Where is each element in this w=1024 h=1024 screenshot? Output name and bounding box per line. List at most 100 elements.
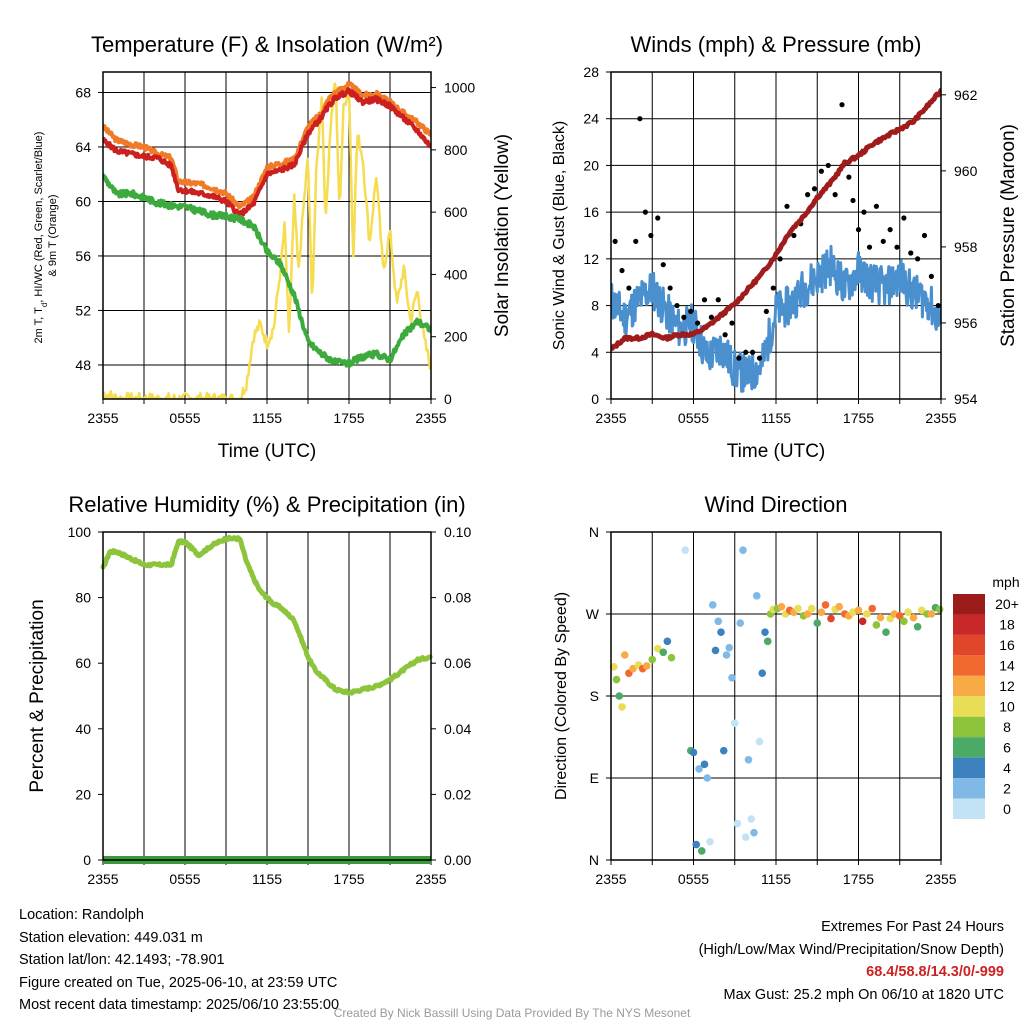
direction-point <box>835 602 844 611</box>
y-tick-label-right: 960 <box>954 163 978 179</box>
y-tick-label-right: 1000 <box>444 80 475 96</box>
colorbar-swatch <box>953 594 985 615</box>
direction-point <box>913 622 922 631</box>
gust-point <box>612 238 618 244</box>
x-tick-label: 1155 <box>252 871 282 887</box>
gust-point <box>695 320 701 326</box>
x-tick-label: 2355 <box>925 410 956 426</box>
plot-border <box>102 71 432 400</box>
chart-title: Wind Direction <box>704 492 847 517</box>
gust-point <box>633 238 639 244</box>
direction-point <box>807 604 816 613</box>
panel-wind-direction: 2355 0555 1155 1755 2355 Wind Direction N E S W N D… <box>553 492 1020 887</box>
colorbar-swatch <box>953 614 985 635</box>
colorbar-swatch <box>953 675 985 697</box>
series-line-relative-humidity <box>100 534 433 696</box>
colorbar-label: 4 <box>1003 760 1011 776</box>
gust-point <box>637 116 643 122</box>
x-tick-label: 2355 <box>415 871 446 887</box>
direction-point <box>909 613 918 622</box>
gust-point <box>784 203 790 209</box>
created-text: Figure created on Tue, 2025-06-10, at 23… <box>19 974 338 991</box>
x-tick-label: 2355 <box>415 410 446 426</box>
gust-point <box>777 256 783 262</box>
direction-point <box>882 628 890 637</box>
x-tick-label: 2355 <box>87 871 118 887</box>
y-tick-label: 40 <box>75 721 91 737</box>
series-line-sonic-wind <box>611 244 941 393</box>
y-axis-label: 2m T, Td, HI/WC (Red, Green, Scarlet/Blu… <box>33 132 49 344</box>
y-tick-label: 80 <box>75 590 91 606</box>
y-axis-label-line2: & 9m T (Orange) <box>47 194 59 276</box>
chart-title: Winds (mph) & Pressure (mb) <box>631 32 922 57</box>
plot-border <box>102 531 432 861</box>
direction-point <box>692 840 701 849</box>
colorbar-swatch <box>953 798 985 819</box>
elevation-text: Station elevation: 449.031 m <box>19 929 203 946</box>
y-axis-label: Direction (Colored By Speed) <box>553 592 570 800</box>
x-tick-label: 0555 <box>678 410 709 426</box>
direction-point <box>904 608 912 616</box>
extremes-subtitle: (High/Low/Max Wind/Precipitation/Snow De… <box>698 941 1004 958</box>
direction-point <box>653 644 662 653</box>
y-tick-label: 0 <box>591 391 599 407</box>
y-tick-label: 12 <box>583 251 599 267</box>
gust-point <box>729 320 735 326</box>
gust-point <box>642 209 648 215</box>
direction-point <box>777 602 786 611</box>
y-axis-label: Percent & Precipitation <box>27 599 48 792</box>
series-group <box>611 87 941 393</box>
station-info: Location: Randolph Station elevation: 44… <box>19 904 339 1017</box>
direction-point <box>862 610 871 618</box>
direction-point <box>817 608 826 616</box>
y-tick-label-right: 954 <box>954 391 978 407</box>
gust-point <box>894 244 900 250</box>
gust-point <box>688 308 694 315</box>
direction-point <box>667 653 676 662</box>
y-tick-label-right: 0.08 <box>444 590 471 606</box>
colorbar-swatch <box>953 696 985 717</box>
direction-point <box>703 774 712 782</box>
y-tick-label: W <box>586 606 600 622</box>
recent-text: Most recent data timestamp: 2025/06/10 2… <box>19 997 340 1013</box>
gust-point <box>750 349 756 355</box>
gust-point <box>791 232 797 239</box>
gust-point <box>674 302 680 309</box>
y-tick-label: N <box>589 524 599 540</box>
direction-point <box>708 601 717 609</box>
y-tick-label: 0 <box>83 852 91 868</box>
direction-point <box>612 675 621 684</box>
x-tick-label: 1755 <box>843 871 874 887</box>
direction-point <box>900 617 908 626</box>
colorbar-swatch <box>953 778 985 799</box>
y-tick-label-right: 958 <box>954 239 978 255</box>
gust-point <box>915 256 921 262</box>
extremes-values: 68.4/58.8/14.3/0/-999 <box>866 964 1004 980</box>
direction-point <box>872 621 881 629</box>
gust-point <box>619 267 625 274</box>
direction-point <box>681 546 690 555</box>
direction-point <box>618 703 626 711</box>
y-tick-label: 20 <box>583 157 599 173</box>
direction-point <box>689 748 698 757</box>
direction-point <box>728 673 736 682</box>
gust-point <box>921 232 928 239</box>
direction-point <box>719 746 728 755</box>
y-tick-label: 100 <box>68 524 92 540</box>
gust-point <box>770 285 776 291</box>
x-tick-label: 2355 <box>925 871 956 887</box>
colorbar-title: mph <box>992 574 1019 590</box>
colorbar-swatch <box>953 737 985 758</box>
direction-point <box>663 637 672 646</box>
gust-point <box>908 250 914 256</box>
gust-point <box>626 285 632 291</box>
gust-point <box>935 302 941 309</box>
y-tick-label: 68 <box>75 84 91 100</box>
y-tick-label: S <box>590 688 599 704</box>
gust-point <box>887 227 893 233</box>
colorbar-label: 6 <box>1003 739 1011 755</box>
direction-point <box>927 610 936 618</box>
x-tick-label: 0555 <box>169 410 200 426</box>
direction-point <box>730 719 739 728</box>
direction-point <box>758 669 767 678</box>
